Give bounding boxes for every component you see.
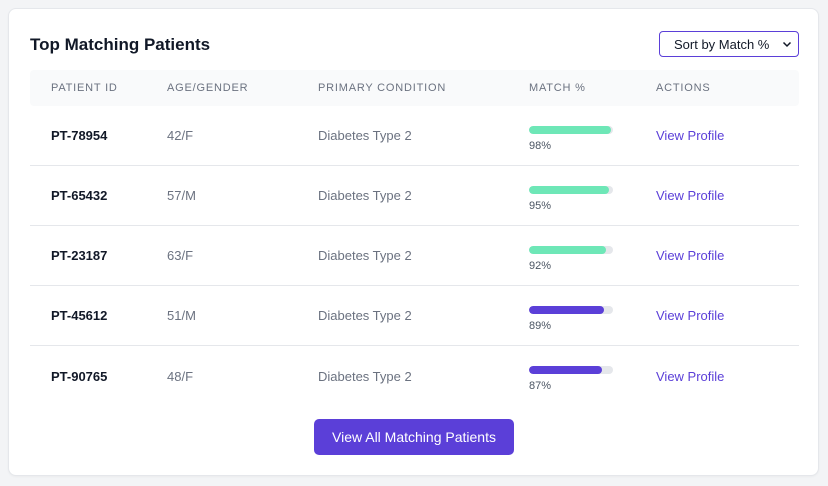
patient-id: PT-78954 [51,128,108,143]
table-row: PT-23187 63/F Diabetes Type 2 92% View P… [30,226,799,286]
match-bar-track [529,125,613,134]
primary-condition: Diabetes Type 2 [318,308,412,323]
match-bar-track [529,366,613,374]
patient-id: PT-45612 [51,308,108,323]
header-actions: Actions [656,82,711,94]
header-age-gender: Age/Gender [167,82,249,94]
match-cell: 87% [529,360,656,392]
header-patient-id: Patient ID [51,82,118,94]
table-row: PT-78954 42/F Diabetes Type 2 98% View P… [30,106,799,166]
view-all-button[interactable]: View All Matching Patients [314,419,514,455]
view-profile-link[interactable]: View Profile [656,248,725,263]
age-gender: 51/M [167,308,196,323]
table-row: PT-65432 57/M Diabetes Type 2 95% View P… [30,166,799,226]
patient-id: PT-90765 [51,368,108,384]
match-cell: 92% [529,240,656,272]
header-primary-condition: Primary Condition [318,82,447,94]
card-title: Top Matching Patients [30,35,211,54]
match-bar-track [529,305,613,314]
match-bar-fill [529,305,604,314]
primary-condition: Diabetes Type 2 [318,188,412,203]
sort-select[interactable]: Sort by Match % [659,31,799,57]
age-gender: 57/M [167,188,196,203]
header-match: Match % [529,82,586,94]
match-cell: 89% [529,300,656,332]
match-bar-fill [529,185,609,194]
match-bar-track [529,245,613,254]
primary-condition: Diabetes Type 2 [318,248,412,263]
primary-condition: Diabetes Type 2 [318,368,412,384]
match-bar-fill [529,245,607,254]
table-row: PT-45612 51/M Diabetes Type 2 89% View P… [30,286,799,346]
match-percent: 87% [529,380,552,392]
chevron-down-icon [782,41,792,48]
age-gender: 42/F [167,128,194,143]
view-profile-link[interactable]: View Profile [656,188,725,203]
match-percent: 92% [529,259,552,272]
table-header: Patient ID Age/Gender Primary Condition … [30,70,799,106]
match-cell: 98% [529,120,656,152]
view-profile-link[interactable]: View Profile [656,368,725,384]
match-percent: 89% [529,319,552,332]
patients-card: Top Matching Patients Sort by Match % Pa… [8,8,819,476]
match-bar-track [529,185,613,194]
age-gender: 63/F [167,248,194,263]
view-profile-link[interactable]: View Profile [656,128,725,143]
match-percent: 95% [529,199,552,212]
sort-select-value: Sort by Match % [674,36,770,52]
match-percent: 98% [529,139,552,152]
view-profile-link[interactable]: View Profile [656,308,725,323]
match-bar-fill [529,125,612,134]
table-row: PT-90765 48/F Diabetes Type 2 87% View P… [30,346,799,406]
primary-condition: Diabetes Type 2 [318,128,412,143]
patient-id: PT-23187 [51,248,108,263]
age-gender: 48/F [167,368,194,384]
match-cell: 95% [529,180,656,212]
match-bar-fill [529,366,603,374]
patient-id: PT-65432 [51,188,108,203]
patients-table: Patient ID Age/Gender Primary Condition … [30,70,799,406]
